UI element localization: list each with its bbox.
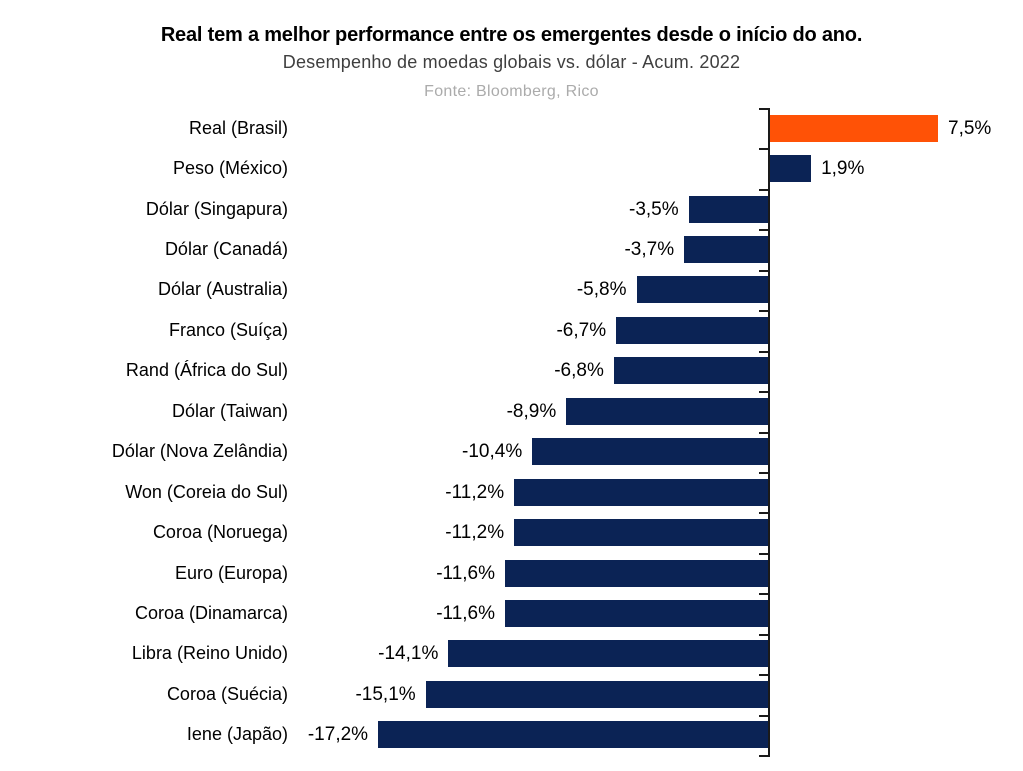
category-label: Coroa (Noruega) (152, 522, 288, 543)
bar-segment (514, 519, 768, 547)
chart-subtitle: Desempenho de moedas globais vs. dólar -… (282, 52, 741, 72)
bar-segment (532, 438, 768, 466)
axis-tick (759, 674, 768, 677)
category-label: Won (Coreia do Sul) (125, 481, 288, 502)
bar-highlight (768, 114, 939, 142)
category-label: Franco (Suíça) (168, 319, 288, 340)
value-label: 1,9% (821, 158, 865, 180)
axis-tick (759, 310, 768, 313)
axis-tick (759, 714, 768, 717)
axis-tick (759, 755, 768, 758)
axis-tick (759, 188, 768, 191)
category-label: Dólar (Australia) (157, 279, 288, 300)
bar-segment (514, 478, 768, 506)
axis-tick (759, 108, 768, 110)
value-label: -5,8% (576, 279, 627, 301)
category-label: Peso (México) (172, 158, 288, 179)
category-label: Coroa (Suécia) (166, 683, 288, 704)
axis-tick (759, 391, 768, 394)
bar-segment (636, 276, 768, 304)
bar-segment (616, 316, 768, 344)
category-label: Rand (África do Sul) (125, 360, 288, 381)
axis-tick (759, 512, 768, 515)
category-label: Iene (Japão) (186, 724, 288, 745)
chart-source: Fonte: Bloomberg, Rico (424, 83, 599, 100)
axis-tick (759, 350, 768, 353)
category-label: Dólar (Canadá) (164, 239, 288, 260)
category-label: Libra (Reino Unido) (131, 643, 288, 664)
value-label: -6,8% (554, 360, 604, 382)
bar-segment (425, 680, 768, 708)
bar-segment (768, 155, 812, 183)
value-label: 7,5% (948, 117, 992, 139)
axis-tick (759, 229, 768, 232)
category-label: Dólar (Taiwan) (171, 400, 288, 421)
value-label: -11,6% (436, 562, 496, 584)
value-label: -6,7% (556, 319, 607, 341)
value-label: -8,9% (506, 400, 557, 422)
bar-segment (688, 195, 768, 223)
axis-tick (759, 593, 768, 596)
bar-segment (613, 357, 768, 385)
value-label: -11,6% (436, 603, 496, 624)
value-axis-line (768, 108, 770, 758)
axis-tick (759, 471, 768, 474)
value-label: -11,2% (445, 522, 505, 544)
value-label: -14,1% (378, 643, 439, 665)
chart-title: Real tem a melhor performance entre os e… (160, 24, 863, 46)
axis-tick (759, 269, 768, 272)
bar-segment (505, 600, 768, 627)
bar-segment (566, 397, 768, 425)
value-label: -3,5% (629, 198, 679, 220)
value-label: -3,7% (624, 239, 675, 261)
value-label: -10,4% (462, 441, 523, 463)
axis-tick (759, 552, 768, 555)
value-label: -15,1% (355, 683, 416, 705)
bar-segment (684, 236, 768, 264)
category-label: Euro (Europa) (174, 562, 288, 583)
axis-tick (759, 431, 768, 434)
value-label: -11,2% (445, 481, 505, 503)
bar-segment (378, 721, 768, 749)
bar-segment (505, 559, 768, 587)
category-label: Dólar (Nova Zelândia) (111, 441, 288, 462)
axis-tick (759, 633, 768, 636)
value-label: -17,2% (307, 724, 369, 746)
axis-tick (759, 148, 768, 151)
category-label: Real (Brasil) (188, 117, 288, 138)
category-label: Coroa (Dinamarca) (134, 603, 288, 623)
category-label: Dólar (Singapura) (145, 198, 288, 219)
bar-segment (448, 640, 768, 668)
